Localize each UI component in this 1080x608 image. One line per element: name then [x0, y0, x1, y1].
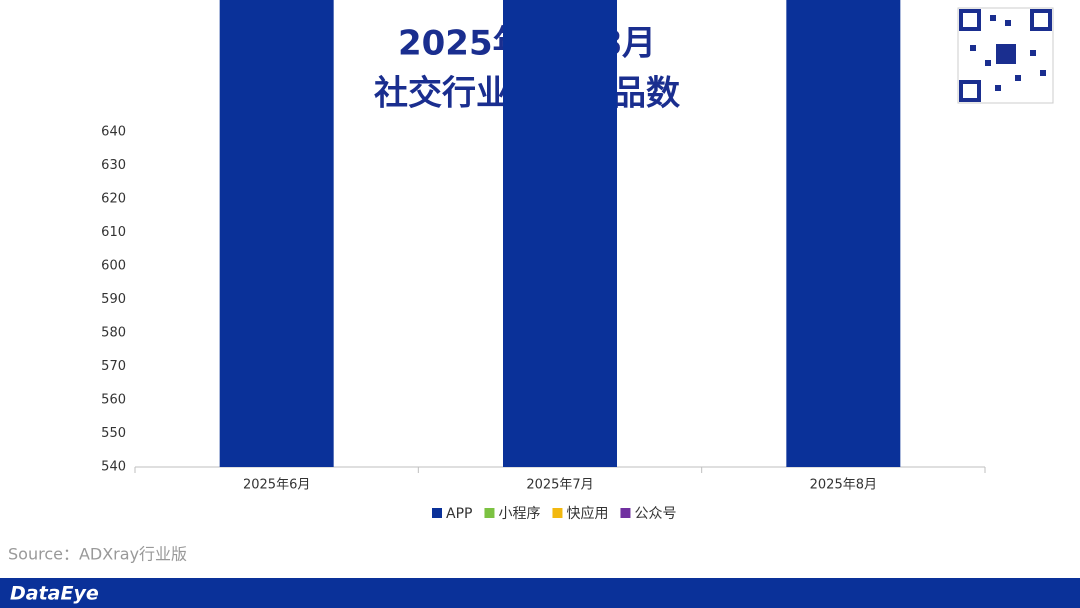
legend-swatch [484, 508, 495, 518]
x-tick-label: 2025年7月 [526, 478, 593, 493]
y-tick-label: 620 [101, 192, 126, 207]
bar-segment [503, 0, 617, 467]
y-tick-label: 580 [101, 326, 126, 341]
y-tick-label: 610 [101, 225, 126, 240]
legend-label: APP [446, 506, 472, 522]
y-tick-label: 630 [101, 158, 126, 173]
y-tick-label: 540 [101, 460, 126, 475]
footer-bar [0, 578, 1080, 608]
qr-code [957, 7, 1054, 104]
x-tick-label: 2025年6月 [243, 478, 310, 493]
y-tick-label: 550 [101, 426, 126, 441]
bar-segment [786, 0, 901, 467]
legend-swatch [552, 508, 563, 518]
bar-segment [219, 0, 334, 467]
y-tick-label: 560 [101, 393, 126, 408]
legend-label: 快应用 [566, 505, 608, 522]
legend-label: 公众号 [634, 506, 676, 522]
y-tick-label: 570 [101, 359, 126, 374]
legend-label: 小程序 [498, 506, 540, 522]
y-tick-label: 640 [101, 125, 126, 140]
y-tick-label: 590 [101, 292, 126, 307]
legend-swatch [432, 508, 442, 518]
legend-swatch [620, 508, 631, 518]
source: Source：ADXray行业版 [8, 545, 187, 564]
y-tick-label: 600 [101, 259, 126, 274]
brand: DataEye [10, 583, 99, 605]
x-tick-label: 2025年8月 [810, 478, 877, 493]
